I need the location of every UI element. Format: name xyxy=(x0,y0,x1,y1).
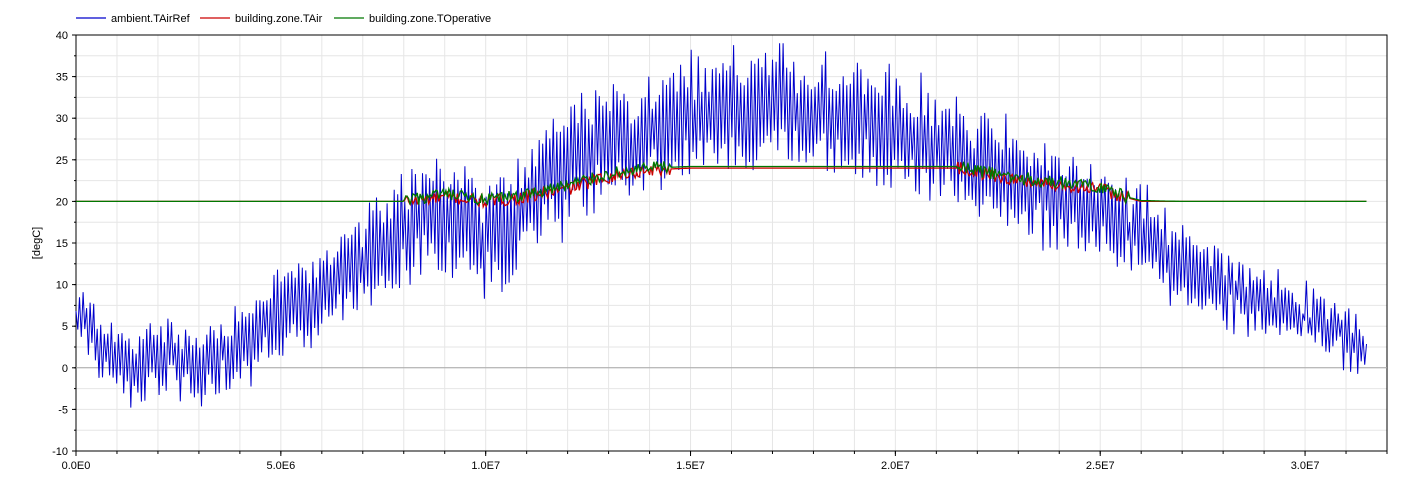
x-tick-label: 5.0E6 xyxy=(266,460,295,472)
y-tick-label: 5 xyxy=(62,321,68,333)
x-axis: 0.0E0 5.0E6 1.0E7 1.5E7 2.0E7 2.5E7 3.0E7 xyxy=(62,451,1388,472)
series-building-zone-toperative-line xyxy=(76,161,1367,206)
x-tick-label: 0.0E0 xyxy=(62,460,91,472)
y-tick-label: 20 xyxy=(56,196,68,208)
y-tick-label: 0 xyxy=(62,363,68,375)
x-tick-label: 1.5E7 xyxy=(676,460,705,472)
y-tick-label: 15 xyxy=(56,238,68,250)
y-axis-title: [degC] xyxy=(31,227,43,259)
y-tick-label: 35 xyxy=(56,72,68,84)
y-axis: -10 -5 0 5 10 15 20 25 30 35 40 xyxy=(52,30,76,458)
series-lines xyxy=(75,43,1367,408)
series-building-zone-tair-line xyxy=(76,161,1367,210)
series-ambient-tairref-line xyxy=(75,43,1367,408)
legend-label: building.zone.TAir xyxy=(235,13,323,25)
y-tick-label: 30 xyxy=(56,113,68,125)
y-tick-label: -5 xyxy=(58,404,68,416)
y-tick-label: 40 xyxy=(56,30,68,42)
x-tick-label: 2.5E7 xyxy=(1086,460,1115,472)
x-tick-label: 1.0E7 xyxy=(471,460,500,472)
legend: ambient.TAirRef building.zone.TAir buildin… xyxy=(76,13,491,25)
x-tick-label: 2.0E7 xyxy=(881,460,910,472)
x-tick-label: 3.0E7 xyxy=(1291,460,1320,472)
y-tick-label: 10 xyxy=(56,280,68,292)
legend-label: building.zone.TOperative xyxy=(369,13,491,25)
y-tick-label: 25 xyxy=(56,155,68,167)
legend-label: ambient.TAirRef xyxy=(111,13,191,25)
y-tick-label: -10 xyxy=(52,446,68,458)
